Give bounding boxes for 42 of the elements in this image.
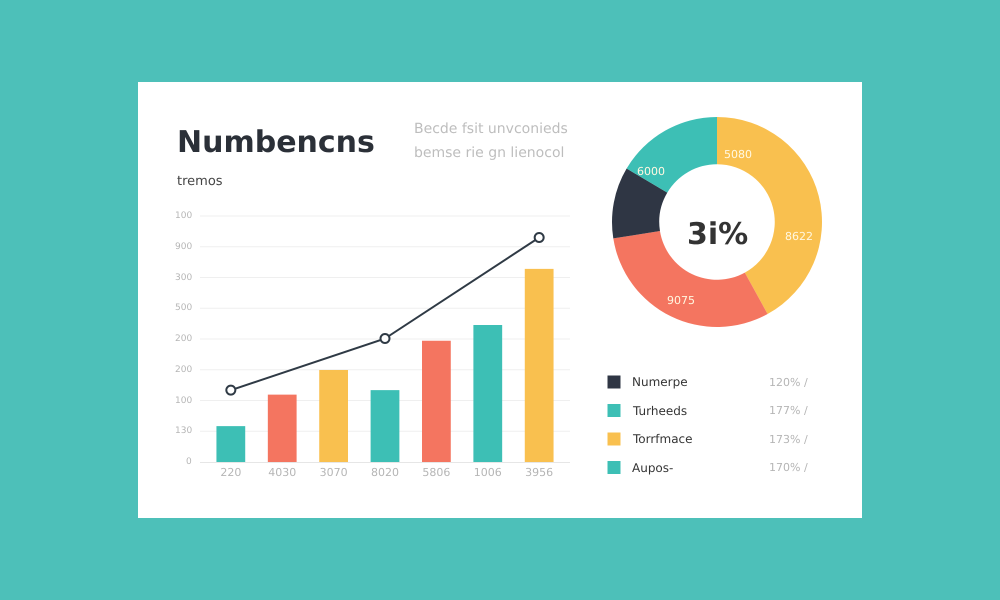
bar bbox=[422, 340, 451, 462]
bar bbox=[216, 426, 246, 462]
text: 9075 bbox=[667, 294, 695, 307]
x-tick-label: 8020 bbox=[371, 466, 399, 480]
text: 3i% bbox=[687, 217, 748, 252]
x-tick-label: 5806 bbox=[422, 466, 450, 480]
category-label: Aupos- bbox=[632, 461, 674, 475]
text: 120% / bbox=[769, 376, 808, 389]
category-label: Numerpe bbox=[632, 375, 688, 389]
donut-slice bbox=[612, 168, 668, 238]
category-label: Torrfmace bbox=[632, 432, 693, 446]
bar bbox=[319, 370, 348, 462]
category-label: Turheeds bbox=[632, 404, 688, 418]
text: 300 bbox=[175, 273, 192, 283]
text: 6000 bbox=[637, 165, 665, 178]
x-tick-label: 1006 bbox=[474, 466, 502, 480]
text: 100 bbox=[175, 211, 192, 221]
text: 130 bbox=[175, 426, 192, 436]
text: 170% / bbox=[769, 461, 808, 474]
text: 200 bbox=[175, 334, 192, 344]
text: 8622 bbox=[785, 230, 813, 243]
chart-title: Numbencns bbox=[177, 125, 375, 160]
text: bemse rie gn lienocol bbox=[414, 145, 564, 161]
text: 100 bbox=[175, 396, 192, 406]
text: 173% / bbox=[769, 433, 808, 446]
text: 5080 bbox=[724, 148, 752, 161]
text: 177% / bbox=[769, 404, 808, 417]
text: 500 bbox=[175, 303, 192, 313]
bar bbox=[524, 268, 554, 462]
text: 200 bbox=[175, 365, 192, 375]
text: Becde fsit unvconieds bbox=[414, 121, 568, 137]
text: 0 bbox=[186, 457, 192, 467]
x-tick-label: 3956 bbox=[525, 466, 554, 480]
bar bbox=[473, 325, 502, 462]
x-tick-label: 220 bbox=[220, 466, 242, 480]
donut-slice bbox=[626, 117, 717, 193]
x-tick-label: 3070 bbox=[320, 466, 348, 480]
bar bbox=[268, 394, 297, 462]
bar bbox=[370, 390, 400, 462]
text: 900 bbox=[175, 242, 192, 252]
x-tick-label: 4030 bbox=[268, 466, 296, 480]
chart-subtitle: tremos bbox=[177, 174, 223, 189]
